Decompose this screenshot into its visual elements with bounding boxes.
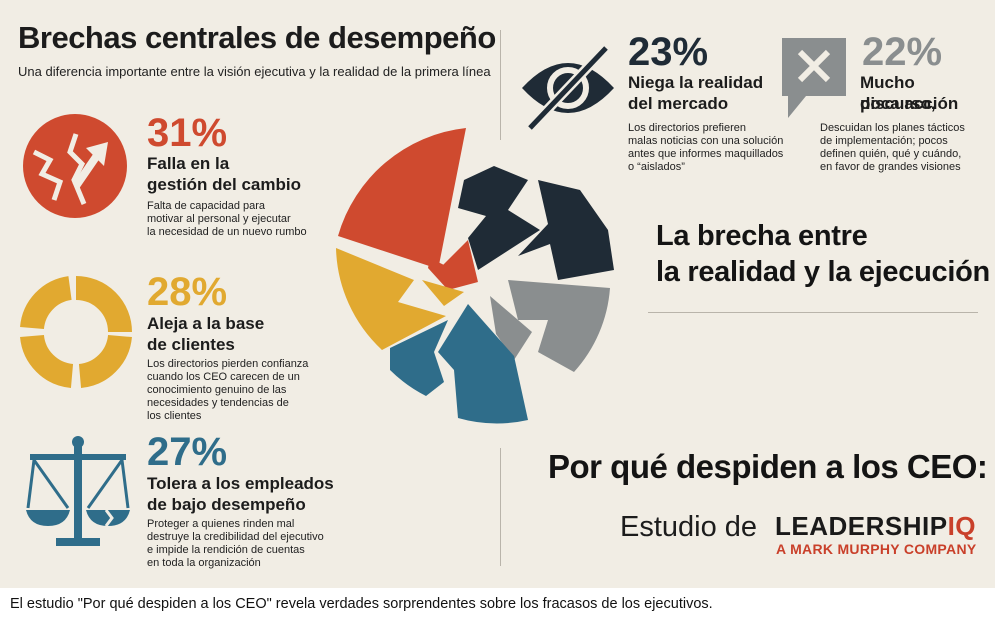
pie-piece-red bbox=[338, 128, 478, 282]
divider-horizontal bbox=[648, 312, 978, 313]
pie-piece-gray-2 bbox=[490, 296, 532, 360]
stat-heading-action-1: Mucho discurso, bbox=[860, 73, 936, 113]
pie-piece-red-small bbox=[428, 258, 478, 290]
stat-heading-performers-1: Tolera a los empleados bbox=[147, 474, 334, 493]
stat-desc-customers-5: los clientes bbox=[147, 410, 202, 422]
study-prefix: Estudio de bbox=[620, 511, 758, 543]
stat-desc-action-4: en favor de grandes visiones bbox=[820, 161, 961, 173]
stat-desc-customers-4: necesidades y tendencias de bbox=[147, 397, 289, 409]
stat-desc-performers-1: Proteger a quienes rinden mal bbox=[147, 518, 295, 530]
brand-iq: IQ bbox=[947, 511, 977, 541]
stat-desc-performers-4: en toda la organización bbox=[147, 557, 261, 569]
image-caption: El estudio "Por qué despiden a los CEO" … bbox=[10, 596, 713, 612]
pie-piece-yellow bbox=[336, 248, 446, 350]
stat-percent-performers: 27% bbox=[147, 430, 228, 474]
stat-desc-customers-2: cuando los CEO carecen de un bbox=[147, 371, 300, 383]
stat-desc-change-3: la necesidad de un nuevo rumbo bbox=[147, 226, 307, 238]
pie-piece-navy bbox=[458, 166, 540, 270]
gap-headline-1: La brecha entre bbox=[656, 220, 868, 252]
stat-desc-performers-3: e impide la rendición de cuentas bbox=[147, 544, 305, 556]
stat-desc-market-3: antes que informes maquillados bbox=[628, 148, 784, 160]
stat-heading-customers-2: de clientes bbox=[147, 335, 235, 354]
stat-heading-market-1: Niega la realidad bbox=[628, 73, 764, 92]
stat-desc-action-3: definen quién, qué y cuándo, bbox=[820, 148, 962, 160]
pie-piece-blue-2 bbox=[390, 320, 448, 396]
stat-percent-market: 23% bbox=[628, 30, 709, 74]
pie-piece-gray bbox=[508, 280, 610, 372]
stat-heading-customers-1: Aleja a la base bbox=[147, 314, 265, 333]
brand-subtitle: A MARK MURPHY COMPANY bbox=[776, 541, 977, 557]
ring-chart-icon bbox=[20, 276, 132, 388]
divider-top bbox=[500, 30, 501, 140]
stat-desc-change-2: motivar al personal y ejecutar bbox=[147, 213, 291, 225]
pie-piece-navy-2 bbox=[518, 180, 614, 280]
stat-desc-customers-1: Los directorios pierden confianza bbox=[147, 358, 309, 370]
stat-desc-market-2: malas noticias con una solución bbox=[628, 135, 784, 147]
pie-piece-blue bbox=[438, 304, 528, 424]
leadershipiq-logo: LEADERSHIPIQ bbox=[775, 511, 976, 542]
stat-percent-action: 22% bbox=[862, 30, 943, 74]
stat-desc-action-1: Descuidan los planes tácticos bbox=[820, 122, 965, 134]
page-title: Brechas centrales de desempeño bbox=[18, 20, 496, 55]
stat-desc-market-1: Los directorios prefieren bbox=[628, 122, 747, 134]
stat-percent-change: 31% bbox=[147, 111, 228, 155]
stat-desc-performers-2: destruye la credibilidad del ejecutivo bbox=[147, 531, 324, 543]
stat-desc-change-1: Falta de capacidad para bbox=[147, 200, 266, 212]
page-subtitle: Una diferencia importante entre la visió… bbox=[18, 64, 491, 79]
infographic-poster: Brechas centrales de desempeño Una difer… bbox=[0, 0, 995, 588]
speech-x-icon bbox=[782, 38, 846, 118]
stat-desc-action-2: de implementación; pocos bbox=[820, 135, 948, 147]
stat-heading-market-2: del mercado bbox=[628, 94, 729, 113]
stat-heading-performers-2: de bajo desempeño bbox=[147, 495, 306, 514]
divider-bottom bbox=[500, 448, 501, 566]
stat-percent-customers: 28% bbox=[147, 270, 228, 314]
stat-desc-market-4: o “aislados” bbox=[628, 161, 685, 173]
stat-heading-change-2: gestión del cambio bbox=[147, 175, 301, 194]
stat-heading-action-2: poca acción bbox=[860, 94, 959, 113]
eye-slash-icon bbox=[522, 44, 614, 130]
study-title: Por qué despiden a los CEO: bbox=[548, 448, 988, 485]
pie-piece-yellow-2 bbox=[422, 280, 464, 306]
broken-arrow-circle-icon bbox=[23, 114, 127, 218]
broken-scale-icon bbox=[26, 436, 130, 546]
gap-headline-2: la realidad y la ejecución bbox=[656, 256, 990, 288]
stat-heading-change-1: Falla en la bbox=[147, 154, 230, 173]
brand-main: LEADERSHIP bbox=[775, 511, 948, 541]
stat-desc-customers-3: conocimiento genuino de las bbox=[147, 384, 287, 396]
shattered-pie-graphic bbox=[336, 128, 614, 424]
